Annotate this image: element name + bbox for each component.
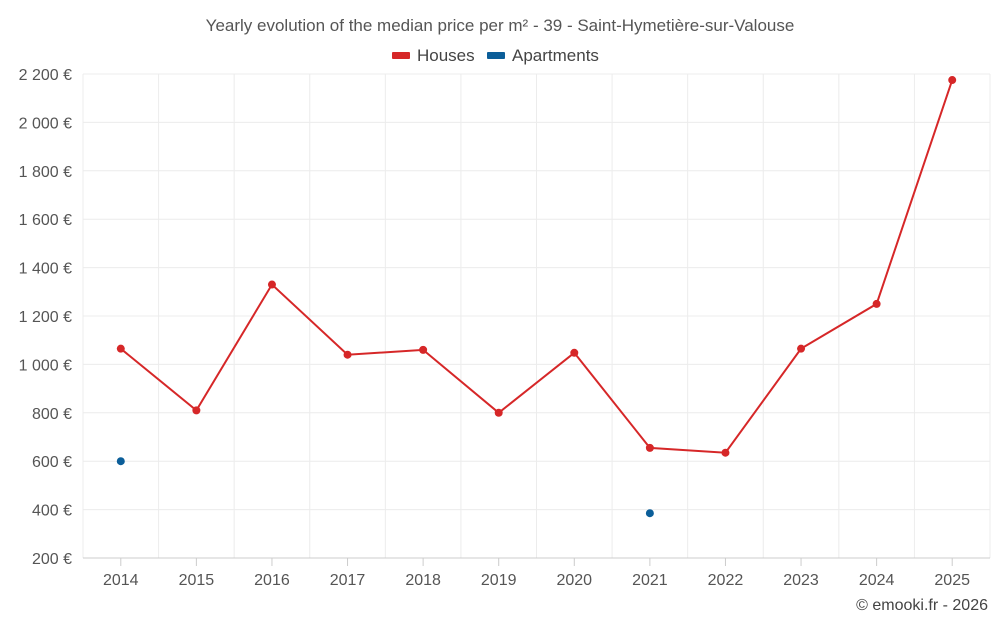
data-point-houses [721, 448, 730, 457]
legend-label-houses: Houses [417, 46, 475, 65]
y-tick-label: 1 600 € [19, 212, 72, 229]
data-point-houses [267, 280, 276, 289]
x-tick-label: 2022 [708, 572, 744, 589]
y-tick-label: 800 € [32, 406, 72, 423]
y-tick-label: 1 200 € [19, 309, 72, 326]
x-tick-label: 2025 [934, 572, 970, 589]
x-tick-label: 2018 [405, 572, 441, 589]
x-tick-label: 2020 [556, 572, 592, 589]
y-tick-label: 600 € [32, 454, 72, 471]
y-tick-label: 1 400 € [19, 261, 72, 278]
data-point-houses [948, 76, 957, 85]
legend-swatch-apartments [487, 52, 505, 59]
credit-text: © emooki.fr - 2026 [856, 597, 988, 614]
data-point-houses [192, 406, 201, 415]
series-layer [116, 76, 957, 518]
grid [82, 73, 991, 558]
data-point-houses [570, 348, 579, 357]
axes: 200 € 400 € 600 € 800 € 1 000 € 1 200 € 1 400 … [19, 67, 990, 589]
x-tick-label: 2017 [330, 572, 366, 589]
data-point-houses [872, 299, 881, 308]
y-tick-label: 2 200 € [19, 67, 72, 84]
data-point-houses [494, 408, 503, 417]
y-tick-label: 1 000 € [19, 357, 72, 374]
x-tick-label: 2024 [859, 572, 895, 589]
y-tick-label: 1 800 € [19, 164, 72, 181]
legend-swatch-houses [392, 52, 410, 59]
data-point-houses [116, 344, 125, 353]
data-point-apartments [116, 457, 125, 466]
series-line-houses [120, 79, 954, 454]
chart-title: Yearly evolution of the median price per… [206, 16, 795, 35]
data-point-houses [343, 350, 352, 359]
x-tick-label: 2015 [179, 572, 215, 589]
y-tick-label: 200 € [32, 551, 72, 568]
data-point-houses [419, 345, 428, 354]
y-tick-label: 400 € [32, 503, 72, 520]
y-tick-label: 2 000 € [19, 115, 72, 132]
x-tick-label: 2016 [254, 572, 290, 589]
x-tick-label: 2019 [481, 572, 517, 589]
data-point-houses [797, 344, 806, 353]
x-tick-label: 2014 [103, 572, 139, 589]
x-tick-label: 2021 [632, 572, 668, 589]
x-tick-label: 2023 [783, 572, 819, 589]
data-point-apartments [645, 509, 654, 518]
legend: Houses Apartments [392, 46, 599, 65]
data-point-houses [645, 443, 654, 452]
legend-label-apartments: Apartments [512, 46, 599, 65]
